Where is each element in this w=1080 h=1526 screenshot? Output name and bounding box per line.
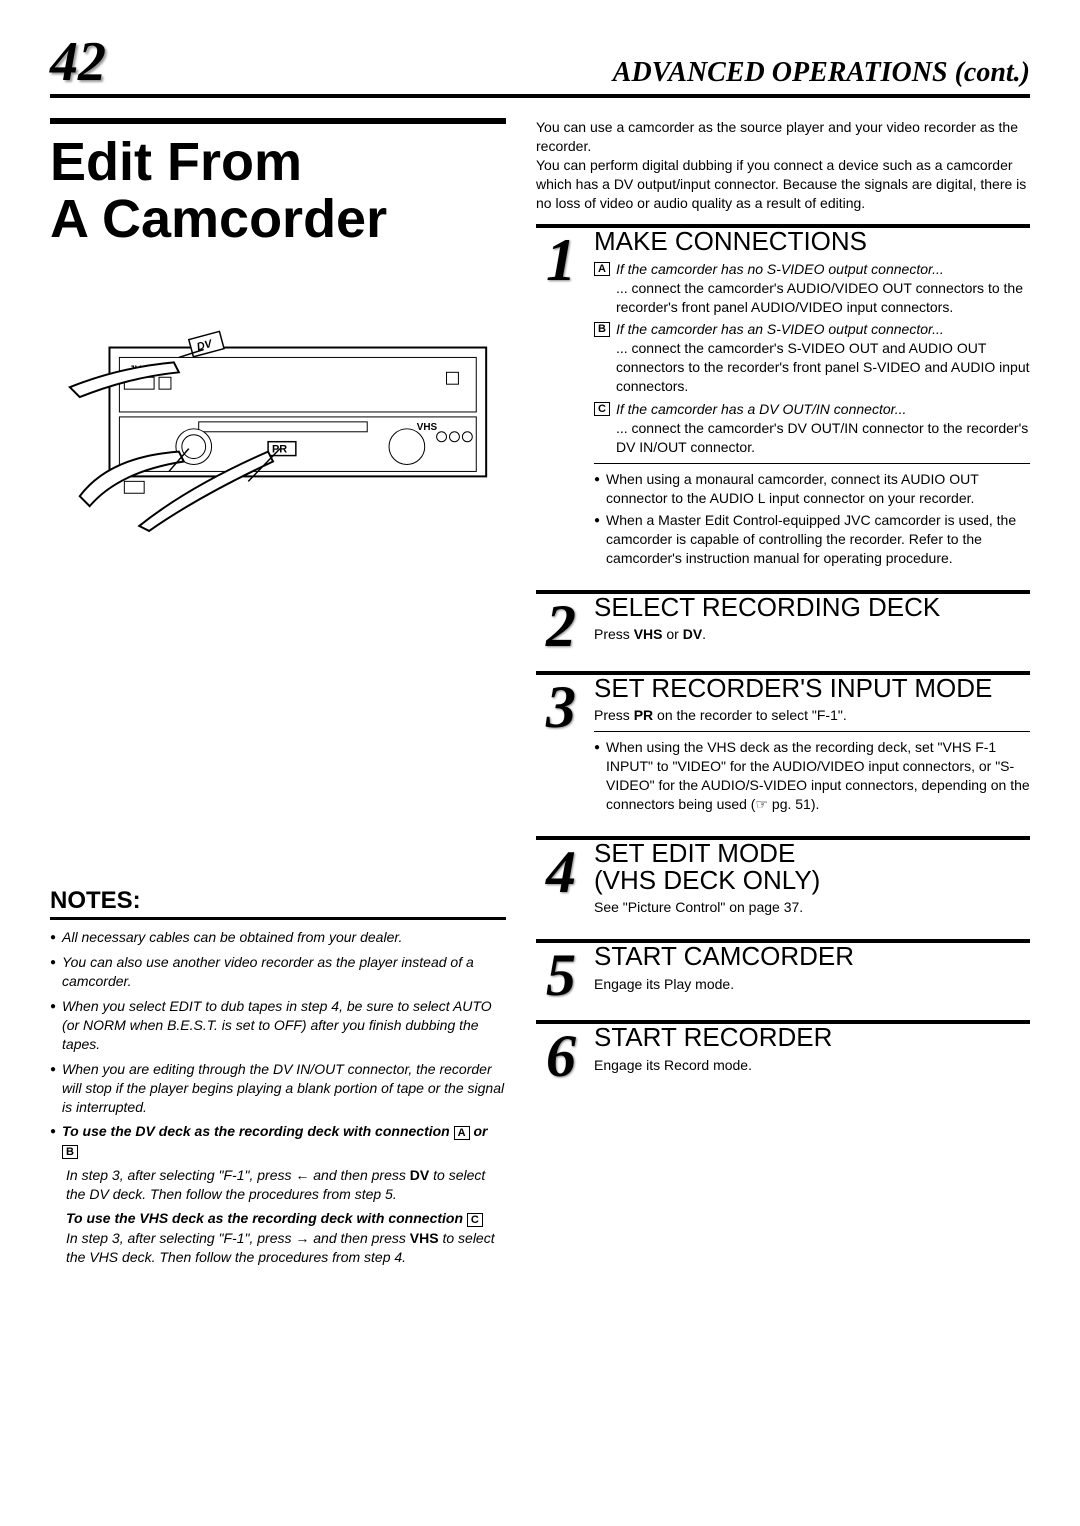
main-columns: Edit From A Camcorder JVC DV VHS xyxy=(50,118,1030,1273)
step-1-bullets: When using a monaural camcorder, connect… xyxy=(594,470,1030,568)
step-6: 6 START RECORDER Engage its Record mode. xyxy=(536,1020,1030,1083)
note-item: To use the DV deck as the recording deck… xyxy=(50,1122,506,1160)
step-3-title: SET RECORDER'S INPUT MODE xyxy=(594,675,1030,702)
step-number: 1 xyxy=(536,233,586,572)
step-6-title: START RECORDER xyxy=(594,1024,1030,1051)
step-number: 3 xyxy=(536,680,586,818)
svg-text:VHS: VHS xyxy=(417,422,438,433)
step-5-title: START CAMCORDER xyxy=(594,943,1030,970)
title-line-2: A Camcorder xyxy=(50,189,387,249)
note-vhs-body: In step 3, after selecting "F-1", press … xyxy=(66,1229,506,1267)
note-dv-lead: To use the DV deck as the recording deck… xyxy=(62,1123,487,1158)
page-header: 42 ADVANCED OPERATIONS (cont.) xyxy=(50,30,1030,98)
option-b: B If the camcorder has an S-VIDEO output… xyxy=(594,320,1030,396)
option-a: A If the camcorder has no S-VIDEO output… xyxy=(594,260,1030,317)
step-4: 4 SET EDIT MODE(VHS DECK ONLY) See "Pict… xyxy=(536,836,1030,921)
note-vhs-lead: To use the VHS deck as the recording dec… xyxy=(66,1210,506,1227)
bullet-item: When using a monaural camcorder, connect… xyxy=(594,470,1030,508)
vcr-diagram: JVC DV VHS PR xyxy=(50,277,506,537)
intro-text: You can use a camcorder as the source pl… xyxy=(536,118,1030,212)
vcr-illustration-icon: JVC DV VHS PR xyxy=(50,277,506,537)
step-5: 5 START CAMCORDER Engage its Play mode. xyxy=(536,939,1030,1002)
step-1: 1 MAKE CONNECTIONS A If the camcorder ha… xyxy=(536,224,1030,572)
step-3: 3 SET RECORDER'S INPUT MODE Press PR on … xyxy=(536,671,1030,818)
step-2-title: SELECT RECORDING DECK xyxy=(594,594,1030,621)
note-item: All necessary cables can be obtained fro… xyxy=(50,928,506,947)
right-column: You can use a camcorder as the source pl… xyxy=(536,118,1030,1273)
bullet-item: When a Master Edit Control-equipped JVC … xyxy=(594,511,1030,568)
header-title: ADVANCED OPERATIONS (cont.) xyxy=(613,57,1030,94)
step-number: 6 xyxy=(536,1029,586,1083)
step-number: 2 xyxy=(536,599,586,653)
step-1-title: MAKE CONNECTIONS xyxy=(594,228,1030,255)
main-title: Edit From A Camcorder xyxy=(50,118,506,247)
step-number: 5 xyxy=(536,948,586,1002)
title-line-1: Edit From xyxy=(50,132,302,192)
step-number: 4 xyxy=(536,845,586,921)
notes-list: All necessary cables can be obtained fro… xyxy=(50,928,506,1160)
option-c: C If the camcorder has a DV OUT/IN conne… xyxy=(594,400,1030,457)
bullet-item: When using the VHS deck as the recording… xyxy=(594,738,1030,814)
intro-p2: You can perform digital dubbing if you c… xyxy=(536,156,1030,213)
page-number: 42 xyxy=(50,30,106,94)
step-2: 2 SELECT RECORDING DECK Press VHS or DV. xyxy=(536,590,1030,653)
notes-heading: NOTES: xyxy=(50,887,506,920)
note-item: When you select EDIT to dub tapes in ste… xyxy=(50,997,506,1054)
note-item: You can also use another video recorder … xyxy=(50,953,506,991)
note-item: When you are editing through the DV IN/O… xyxy=(50,1060,506,1117)
left-column: Edit From A Camcorder JVC DV VHS xyxy=(50,118,506,1273)
note-dv-body: In step 3, after selecting "F-1", press … xyxy=(66,1166,506,1204)
intro-p1: You can use a camcorder as the source pl… xyxy=(536,118,1030,156)
step-4-title: SET EDIT MODE(VHS DECK ONLY) xyxy=(594,840,1030,895)
